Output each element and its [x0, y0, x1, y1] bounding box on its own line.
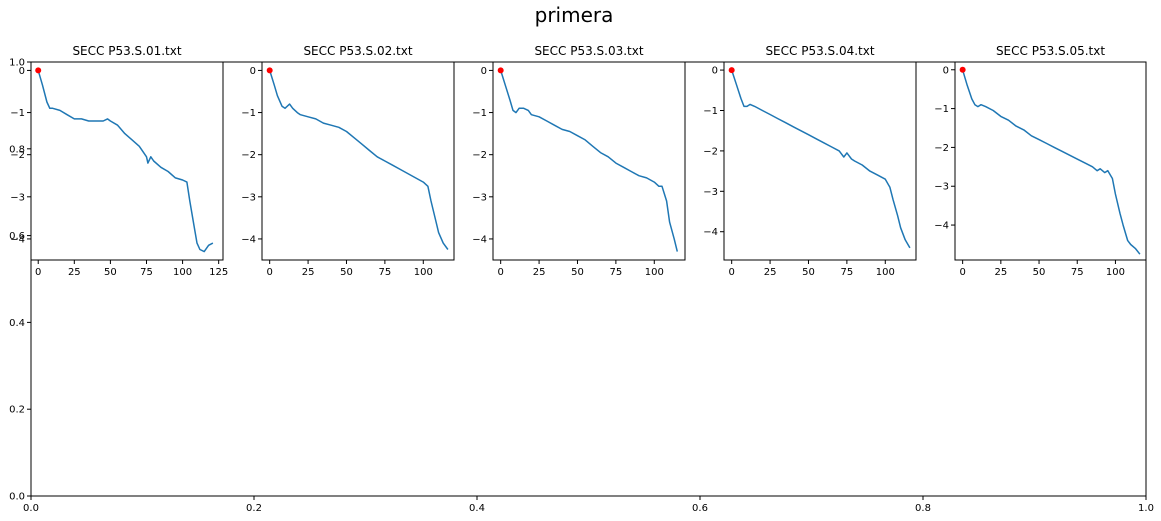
- subplot-3: SECC P53.S.03.txt 0 25 50 75 100 0 −1 −2 −3 −4: [472, 44, 686, 278]
- background-x-tick-label: 0.2: [246, 503, 262, 514]
- y-tick-label: 0: [712, 66, 718, 77]
- x-tick-label: 25: [764, 267, 777, 278]
- x-tick-label: 25: [994, 267, 1007, 278]
- subplot-frame: [723, 61, 917, 261]
- subplot-frame: [492, 61, 686, 261]
- y-tick-label: −1: [934, 104, 949, 115]
- y-tick-label: −4: [703, 227, 718, 238]
- x-tick-label: 50: [1033, 267, 1046, 278]
- y-tick-label: 0: [943, 65, 949, 76]
- y-tick-label: 0: [250, 66, 256, 77]
- y-tick-label: −3: [934, 182, 949, 193]
- subplot-background: [724, 62, 916, 260]
- subplot-title: SECC P53.S.02.txt: [303, 44, 412, 58]
- x-tick-label: 0: [959, 267, 965, 278]
- y-tick-label: −1: [472, 108, 487, 119]
- y-tick-label: −4: [934, 221, 949, 232]
- x-tick-label: 100: [645, 267, 664, 278]
- background-x-tick-label: 0.0: [23, 503, 39, 514]
- x-tick-label: 100: [1106, 267, 1125, 278]
- subplot-title: SECC P53.S.01.txt: [72, 44, 181, 58]
- x-tick-label: 75: [379, 267, 392, 278]
- start-point-marker: [497, 67, 504, 74]
- subplot-frame: [261, 61, 455, 261]
- y-tick-label: −1: [241, 108, 256, 119]
- background-y-tick-label: 1.0: [9, 58, 25, 69]
- x-tick-label: 0: [497, 267, 503, 278]
- x-tick-label: 25: [533, 267, 546, 278]
- x-tick-label: 100: [173, 267, 192, 278]
- subplot-4: SECC P53.S.04.txt 0 25 50 75 100 0 −1 −2 −3 −4: [703, 44, 917, 278]
- y-tick-label: −3: [10, 192, 25, 203]
- y-tick-label: −2: [703, 146, 718, 157]
- background-x-tick-label: 0.6: [692, 503, 708, 514]
- series-line: [37, 70, 214, 253]
- x-tick-label: 100: [876, 267, 895, 278]
- x-tick-label: 50: [104, 267, 117, 278]
- y-tick-label: −4: [241, 234, 256, 245]
- x-tick-label: 25: [302, 267, 315, 278]
- start-point-marker: [959, 66, 966, 73]
- subplot-2: SECC P53.S.02.txt 0 25 50 75 100 0 −1 −2 −3 −4: [241, 44, 455, 278]
- x-tick-label: 50: [571, 267, 584, 278]
- y-tick-label: 0: [19, 66, 25, 77]
- background-y-tick-label: 0.4: [9, 318, 25, 329]
- y-tick-label: −2: [10, 150, 25, 161]
- x-tick-label: 0: [266, 267, 272, 278]
- y-tick-label: −2: [472, 150, 487, 161]
- subplot-background: [955, 62, 1146, 260]
- x-tick-label: 25: [68, 267, 81, 278]
- start-point-marker: [35, 67, 42, 74]
- y-tick-label: −3: [703, 187, 718, 198]
- subplot-title: SECC P53.S.03.txt: [534, 44, 643, 58]
- x-tick-label: 75: [140, 267, 153, 278]
- series-line: [730, 69, 911, 249]
- subplot-background: [31, 62, 223, 260]
- series-line: [499, 70, 679, 252]
- background-y-tick-label: 0.0: [9, 492, 25, 503]
- background-y-tick-label: 0.6: [9, 231, 25, 242]
- y-tick-label: −2: [241, 150, 256, 161]
- subplot-title: SECC P53.S.04.txt: [765, 44, 874, 58]
- subplot-title: SECC P53.S.05.txt: [996, 44, 1105, 58]
- background-y-tick-label: 0.8: [9, 144, 25, 155]
- x-tick-label: 125: [209, 267, 228, 278]
- series-line: [268, 70, 449, 250]
- y-tick-label: 0: [481, 66, 487, 77]
- series-line: [961, 69, 1141, 255]
- x-tick-label: 75: [610, 267, 623, 278]
- subplot-frame: [30, 61, 224, 261]
- y-tick-label: −4: [472, 234, 487, 245]
- y-tick-label: −2: [934, 143, 949, 154]
- x-tick-label: 50: [340, 267, 353, 278]
- background-x-tick-label: 1.0: [1138, 503, 1154, 514]
- y-tick-label: −3: [241, 192, 256, 203]
- subplot-1: SECC P53.S.01.txt 0 25 50 75 100 125 0 −1 −2 −3 −4: [10, 44, 228, 278]
- background-y-tick-label: 0.2: [9, 405, 25, 416]
- subplot-background: [262, 62, 454, 260]
- x-tick-label: 100: [414, 267, 433, 278]
- figure-title: primera: [535, 3, 614, 27]
- x-tick-label: 0: [35, 267, 41, 278]
- x-tick-label: 75: [841, 267, 854, 278]
- x-tick-label: 50: [802, 267, 815, 278]
- start-point-marker: [266, 67, 273, 74]
- x-tick-label: 75: [1071, 267, 1084, 278]
- y-tick-label: −3: [472, 192, 487, 203]
- subplot-5: SECC P53.S.05.txt 0 25 50 75 100 0 −1 −2 −3 −4: [934, 44, 1147, 278]
- y-tick-label: −1: [703, 106, 718, 117]
- background-x-tick-label: 0.4: [469, 503, 485, 514]
- start-point-marker: [728, 67, 735, 74]
- x-tick-label: 0: [728, 267, 734, 278]
- y-tick-label: −1: [10, 108, 25, 119]
- background-x-tick-label: 0.8: [915, 503, 931, 514]
- subplot-background: [493, 62, 685, 260]
- y-tick-label: −4: [10, 234, 25, 245]
- subplot-frame: [954, 61, 1147, 261]
